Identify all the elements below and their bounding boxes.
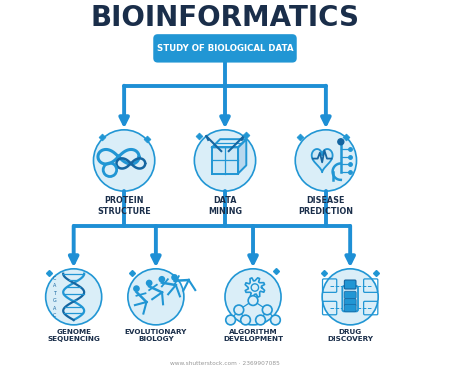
Text: A: A [53, 306, 57, 311]
Polygon shape [245, 278, 265, 297]
FancyBboxPatch shape [344, 280, 356, 289]
Circle shape [270, 315, 280, 325]
Circle shape [322, 269, 378, 325]
Text: EVOLUTIONARY
BIOLOGY: EVOLUTIONARY BIOLOGY [125, 329, 187, 342]
Circle shape [241, 315, 250, 325]
FancyBboxPatch shape [344, 304, 356, 312]
Text: T: T [53, 291, 56, 296]
FancyBboxPatch shape [153, 34, 297, 62]
Circle shape [194, 130, 256, 191]
Circle shape [234, 305, 244, 315]
Circle shape [248, 296, 258, 305]
Text: A: A [53, 283, 57, 288]
Circle shape [133, 285, 140, 292]
Text: PROTEIN
STRUCTURE: PROTEIN STRUCTURE [97, 196, 151, 216]
FancyBboxPatch shape [344, 291, 356, 299]
Text: G: G [53, 298, 57, 303]
Text: BIOINFORMATICS: BIOINFORMATICS [90, 5, 360, 32]
Circle shape [146, 280, 153, 287]
Circle shape [338, 139, 344, 145]
Circle shape [251, 284, 259, 291]
Text: ALGORITHM
DEVELOPMENT: ALGORITHM DEVELOPMENT [223, 329, 283, 342]
Circle shape [94, 130, 155, 191]
Circle shape [171, 274, 178, 281]
Text: GENOME
SEQUENCING: GENOME SEQUENCING [47, 329, 100, 342]
Circle shape [225, 269, 281, 325]
Text: C: C [53, 313, 57, 318]
Circle shape [256, 315, 266, 325]
Polygon shape [212, 147, 238, 174]
Text: DRUG
DISCOVERY: DRUG DISCOVERY [327, 329, 373, 342]
Circle shape [262, 305, 272, 315]
Polygon shape [212, 139, 246, 147]
Text: DATA
MINING: DATA MINING [208, 196, 242, 216]
Circle shape [128, 269, 184, 325]
Circle shape [158, 276, 165, 283]
Text: DISEASE
PREDICTION: DISEASE PREDICTION [298, 196, 353, 216]
FancyBboxPatch shape [342, 286, 358, 311]
FancyBboxPatch shape [344, 299, 356, 306]
Text: C: C [53, 276, 57, 280]
Text: www.shutterstock.com · 2369907085: www.shutterstock.com · 2369907085 [170, 361, 280, 366]
Circle shape [295, 130, 356, 191]
Circle shape [226, 315, 235, 325]
Circle shape [45, 269, 102, 325]
Polygon shape [238, 139, 246, 174]
Polygon shape [312, 149, 333, 172]
Text: STUDY OF BIOLOGICAL DATA: STUDY OF BIOLOGICAL DATA [157, 44, 293, 53]
